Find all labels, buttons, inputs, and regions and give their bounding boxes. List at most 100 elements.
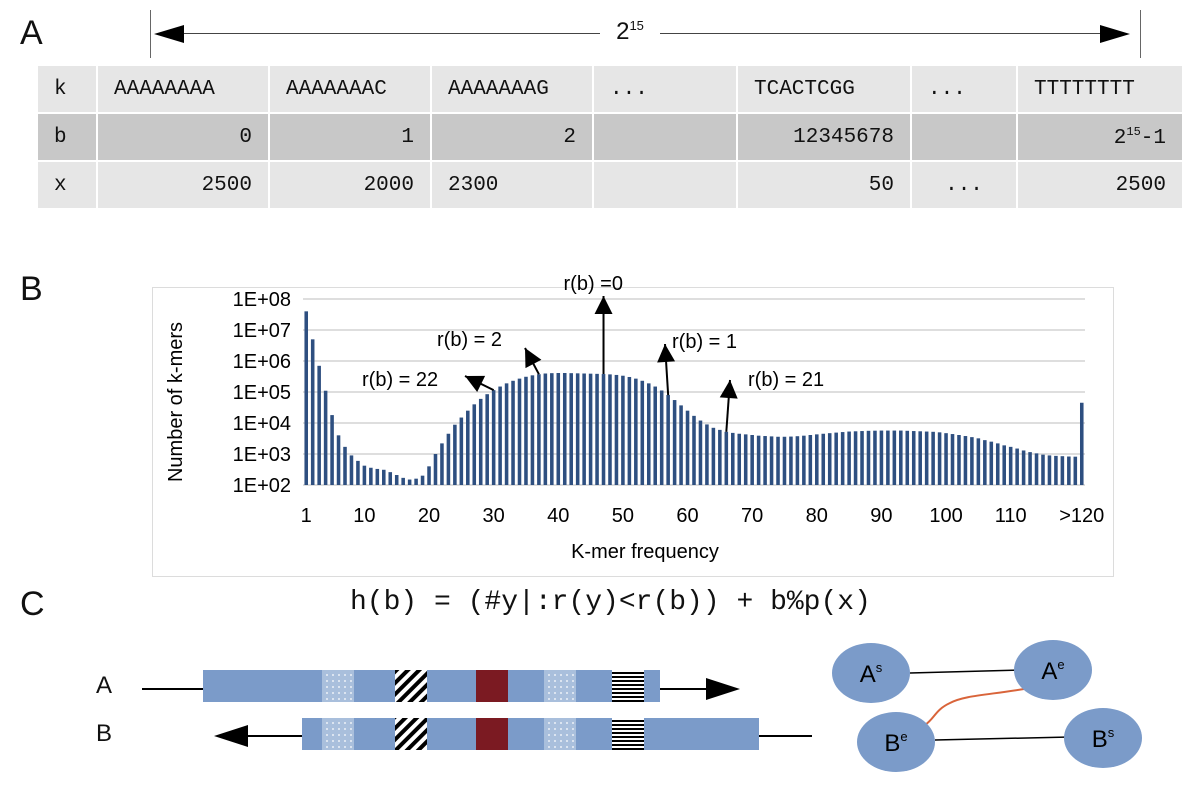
bar — [601, 374, 606, 485]
strand-a-label: A — [96, 672, 113, 699]
bar — [860, 431, 864, 485]
bar — [976, 438, 981, 485]
bar — [827, 433, 832, 485]
bar — [356, 460, 360, 485]
bar — [414, 478, 418, 485]
x-tick-label: 110 — [995, 505, 1027, 527]
table-cell: AAAAAAAG — [430, 64, 594, 114]
bar — [763, 436, 767, 485]
bar — [304, 311, 309, 485]
bar — [963, 436, 968, 485]
bar — [621, 375, 625, 485]
x-tick-label: 70 — [741, 505, 763, 527]
strand-b-arrowhead-icon — [214, 725, 248, 747]
table-cell: 50 — [736, 160, 912, 210]
overlap-graph: As Ae Be Bs — [832, 640, 1142, 772]
node-base: B — [884, 730, 900, 757]
node-b-start — [1064, 708, 1142, 768]
bar — [853, 431, 858, 485]
table-cell: ... — [910, 64, 1018, 114]
x-tick-label: 60 — [676, 505, 698, 527]
bar — [659, 390, 664, 485]
panel-c-label: C — [20, 585, 45, 623]
bar — [369, 467, 373, 485]
annotation-label: r(b) = 21 — [748, 369, 824, 391]
svg-text:As: As — [860, 660, 883, 688]
node-a-start — [832, 643, 910, 703]
panel-b-label: B — [20, 270, 43, 308]
dotted-block — [322, 718, 354, 750]
bar — [550, 373, 554, 485]
strand-b-label: B — [96, 720, 113, 747]
span-right-arrowhead-icon — [1100, 25, 1130, 43]
bar — [640, 380, 645, 485]
bar — [776, 436, 780, 485]
bar — [511, 380, 515, 485]
svg-text:Bs: Bs — [1092, 725, 1115, 753]
bar — [692, 415, 696, 485]
node-sup: s — [876, 660, 883, 675]
bar — [498, 386, 502, 485]
bar — [595, 373, 599, 485]
annotation-label: r(b) = 22 — [362, 369, 438, 391]
bar — [433, 454, 438, 485]
table-cell — [910, 112, 1018, 162]
x-tick-label: 10 — [353, 505, 375, 527]
bar — [646, 383, 651, 485]
bar — [1041, 454, 1045, 485]
bar — [472, 404, 477, 485]
bar — [937, 432, 942, 485]
span-right-tick — [1140, 10, 1141, 58]
span-label: 215 — [600, 18, 660, 46]
lined-block — [612, 670, 644, 702]
span-left-arrowhead-icon — [154, 25, 184, 43]
bar — [343, 446, 347, 485]
x-tick-label: 20 — [418, 505, 440, 527]
bar — [782, 436, 787, 485]
dotted-block — [544, 670, 576, 702]
bar — [847, 431, 851, 485]
strand-a-body — [203, 670, 660, 702]
annotation-arrowhead-icon — [719, 380, 738, 399]
bar — [388, 472, 393, 485]
bar — [1047, 455, 1052, 485]
bar — [931, 431, 935, 485]
x-tick-label: 100 — [929, 505, 962, 527]
bar — [711, 427, 716, 485]
bar — [1015, 448, 1019, 485]
striped-block — [395, 718, 427, 750]
bar — [802, 435, 806, 485]
bar — [795, 436, 800, 485]
y-tick-label: 1E+08 — [233, 289, 291, 311]
y-tick-label: 1E+04 — [233, 413, 291, 435]
x-tick-label: 50 — [612, 505, 634, 527]
bar — [556, 373, 561, 485]
bar — [562, 373, 567, 485]
table-cell: TTTTTTTT — [1016, 64, 1184, 114]
node-sup: e — [1057, 657, 1064, 672]
x-tick-label: 90 — [870, 505, 892, 527]
node-sup: s — [1108, 725, 1115, 740]
node-base: A — [1041, 658, 1057, 685]
bar — [530, 375, 535, 485]
bar — [446, 433, 451, 485]
bar — [899, 430, 903, 485]
bar — [750, 435, 754, 485]
bar — [879, 430, 884, 485]
bar — [789, 436, 793, 485]
bar — [1028, 452, 1032, 485]
bar — [924, 431, 929, 485]
table-cell — [592, 160, 738, 210]
bar — [1079, 402, 1084, 485]
bar — [569, 373, 573, 485]
y-tick-label: 1E+05 — [233, 382, 291, 404]
bar — [1021, 450, 1026, 485]
bar — [730, 432, 735, 485]
bar — [808, 435, 813, 485]
chart-frame — [152, 287, 1114, 577]
chart-annotations: r(b) =0 r(b) = 2 r(b) = 1 r(b) = 22 r(b) = 2… — [362, 273, 824, 432]
svg-text:Be: Be — [884, 729, 907, 757]
lined-block — [612, 718, 644, 750]
hash-formula: h(b) = (#y|:r(y)<r(b)) + b%p(x) — [350, 587, 871, 618]
bar — [627, 376, 632, 485]
